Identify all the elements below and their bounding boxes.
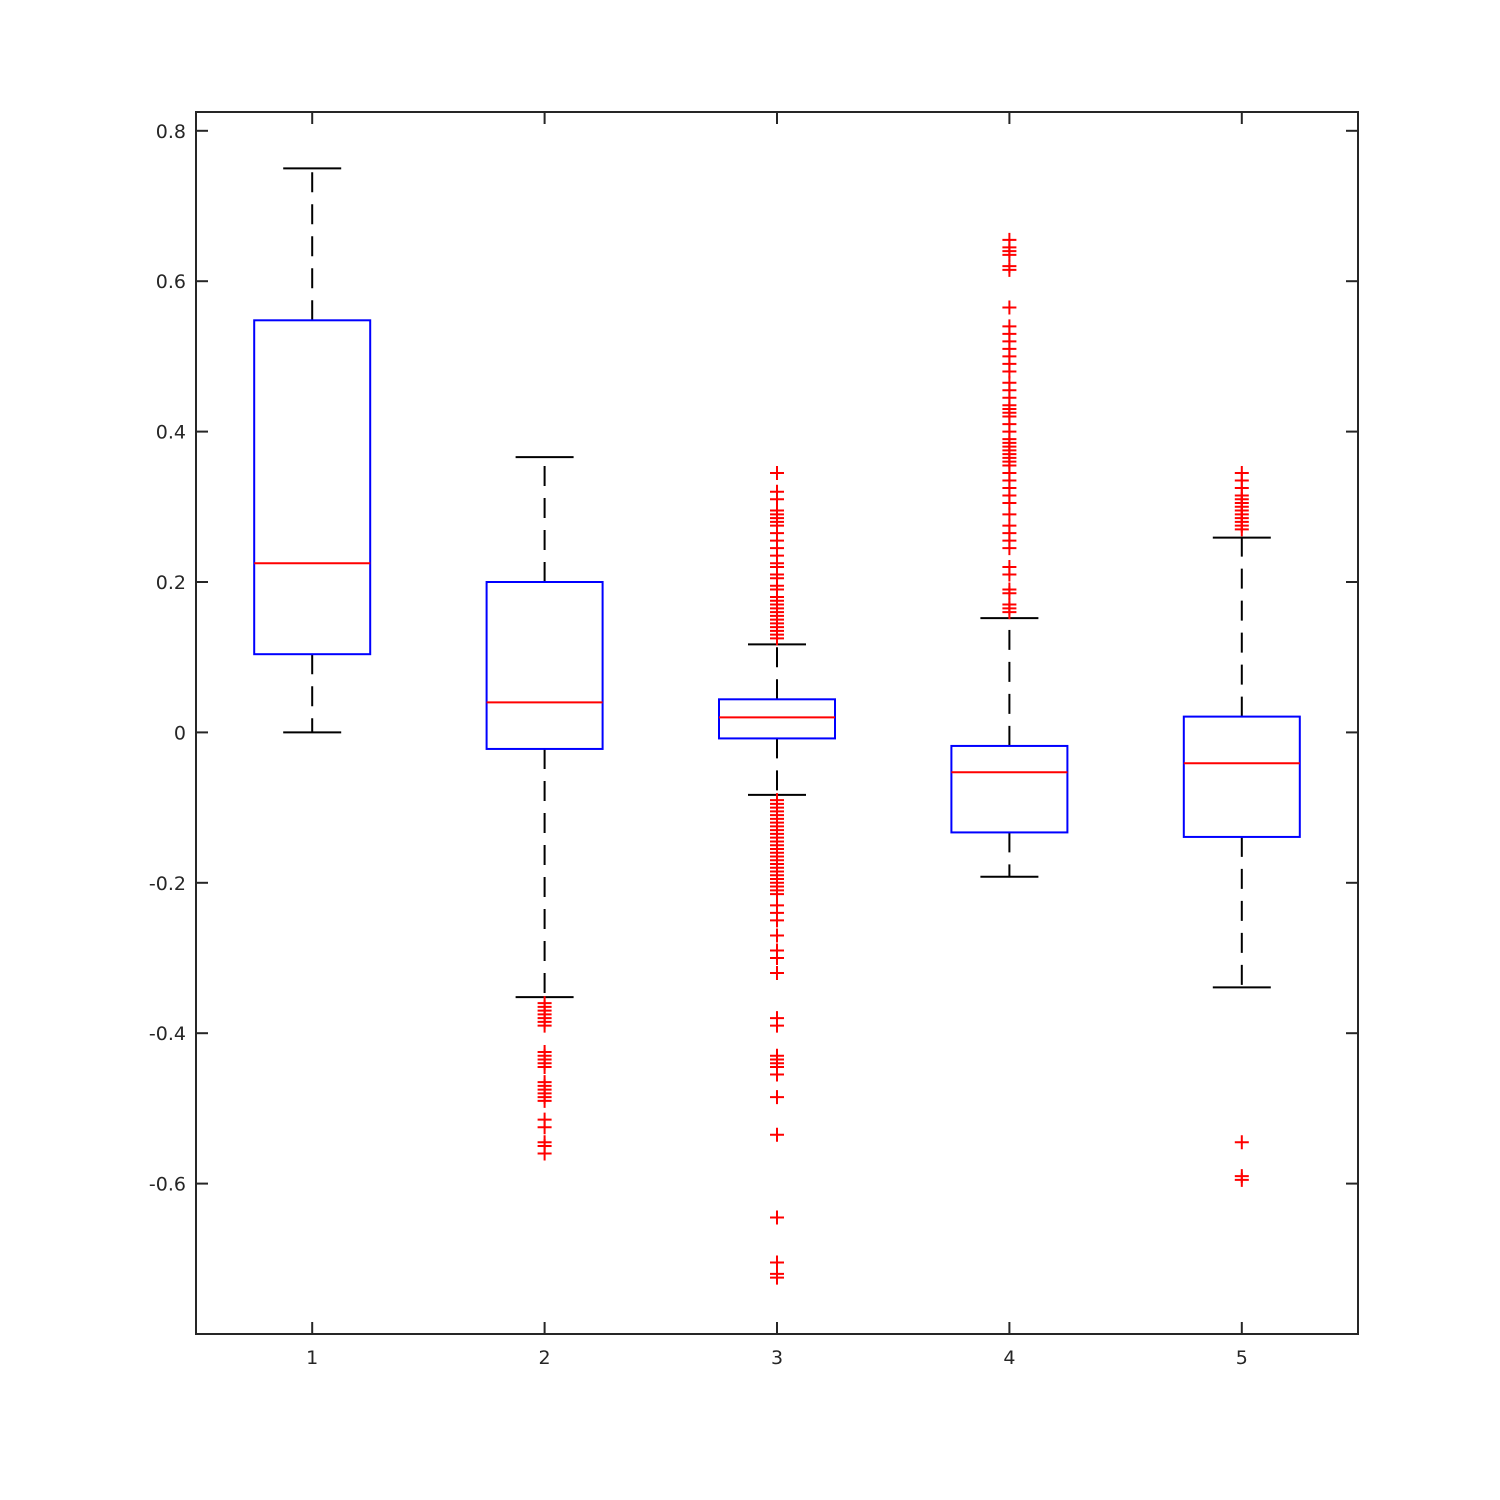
y-tick-label: 0.6: [156, 271, 186, 293]
outlier-point: [770, 951, 784, 965]
x-tick-label: 1: [306, 1347, 318, 1369]
y-tick-label: 0.2: [156, 572, 186, 594]
outlier-point: [770, 966, 784, 981]
outlier-point: [1002, 541, 1017, 556]
y-tick-label: -0.2: [149, 873, 186, 895]
outlier-point: [537, 1018, 552, 1033]
outlier-point: [537, 1146, 552, 1161]
outlier-point: [770, 631, 784, 646]
outlier-point: [770, 913, 784, 928]
box: [485, 581, 604, 750]
outlier-point: [1002, 567, 1017, 582]
outlier-point: [1002, 262, 1017, 277]
y-tick-label: 0: [174, 722, 186, 744]
box-group-4: [950, 232, 1069, 878]
outlier-point: [537, 1060, 552, 1075]
outlier-point: [1234, 1135, 1249, 1150]
x-tick-label: 4: [1003, 1347, 1015, 1369]
outlier-point: [770, 1270, 784, 1285]
box: [1182, 715, 1301, 838]
outlier-point: [1002, 300, 1017, 315]
outlier-point: [1002, 605, 1017, 620]
box-group-1: [253, 167, 372, 734]
x-tick-label: 2: [539, 1347, 551, 1369]
y-tick-label: 0.8: [156, 121, 186, 143]
x-tick-label: 5: [1236, 1347, 1248, 1369]
outlier-point: [770, 1090, 784, 1105]
box-group-5: [1182, 465, 1301, 1187]
outlier-point: [537, 1093, 552, 1108]
outlier-point: [1234, 522, 1249, 537]
outlier-point: [1234, 1172, 1249, 1187]
y-tick-label: 0.4: [156, 422, 186, 444]
outlier-point: [537, 1120, 552, 1135]
x-tick-label: 3: [771, 1347, 783, 1369]
outlier-point: [770, 465, 784, 480]
box: [950, 744, 1069, 834]
y-tick-label: -0.6: [149, 1174, 186, 1196]
chart-marks: [253, 167, 1301, 1285]
outlier-point: [770, 1210, 784, 1225]
box-group-2: [485, 456, 604, 1161]
outlier-point: [770, 1018, 784, 1033]
chart-axes: -0.6 -0.4 -0.2 0 0.2 0.4 0.6 0.8 1 2 3 4 5: [149, 111, 1359, 1369]
outlier-point: [770, 928, 784, 943]
y-tick-label: -0.4: [149, 1023, 186, 1045]
box: [718, 698, 836, 740]
outlier-point: [770, 1127, 784, 1142]
box: [253, 319, 372, 656]
box-group-3: [718, 465, 836, 1285]
outlier-point: [770, 1067, 784, 1082]
